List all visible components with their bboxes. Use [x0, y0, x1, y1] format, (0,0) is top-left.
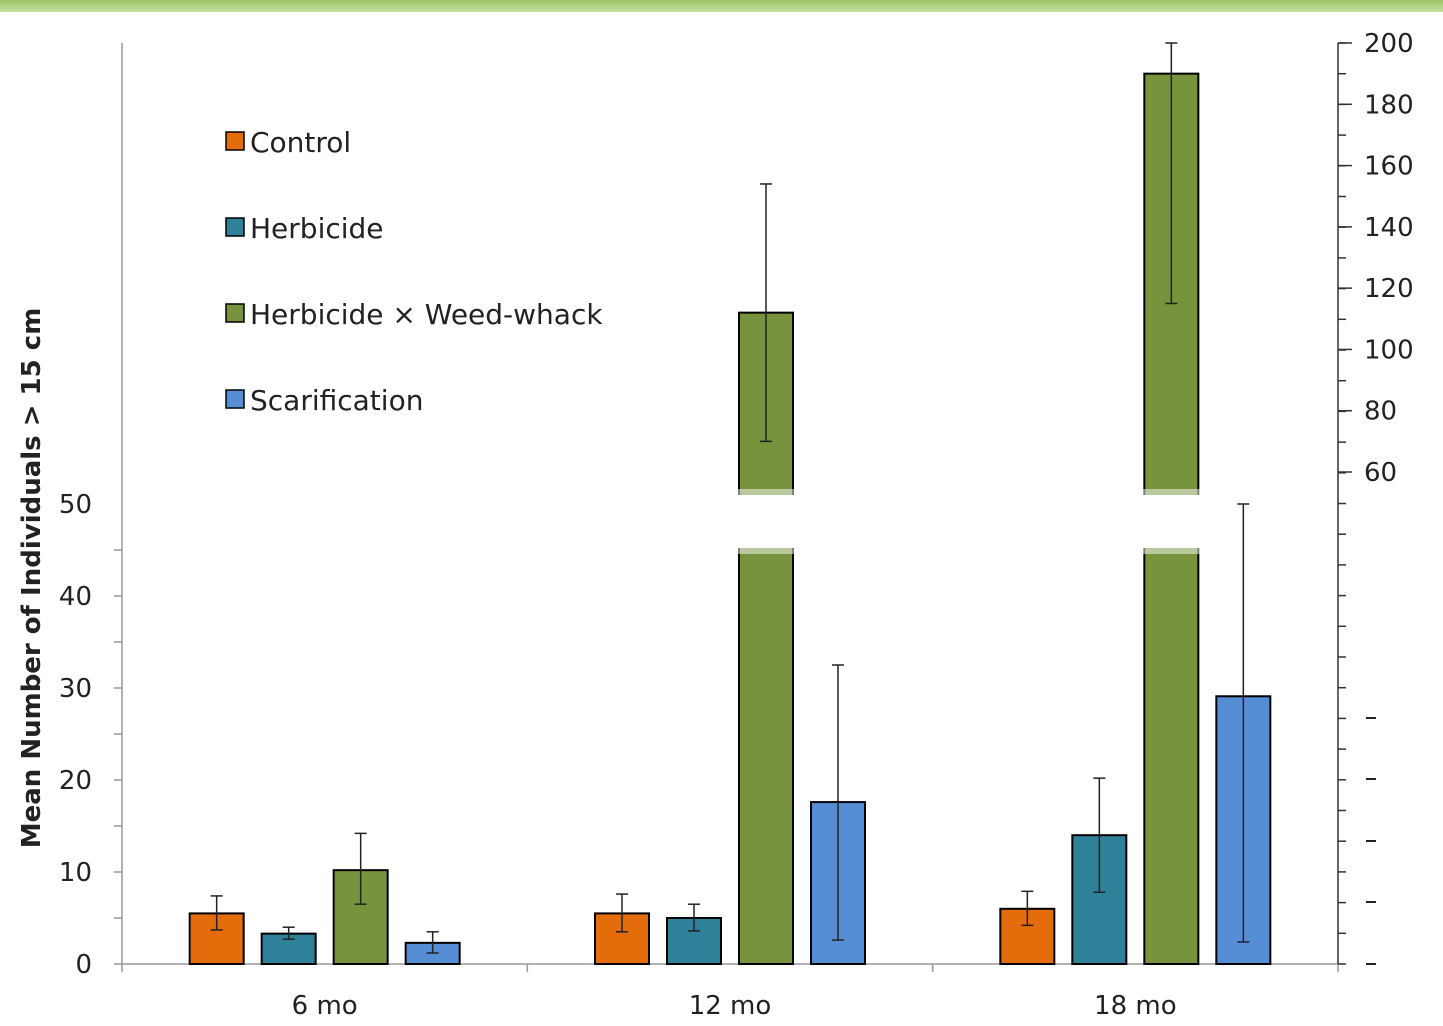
top-decorative-strip — [0, 0, 1443, 12]
axis-break-fade — [737, 548, 795, 554]
right-tick-label: 200 — [1364, 29, 1414, 59]
axis-break-fade — [1142, 548, 1201, 554]
legend-swatch — [225, 303, 245, 323]
right-tick-label: 60 — [1364, 458, 1397, 488]
x-tick-label: 12 mo — [689, 991, 772, 1021]
legend-swatch — [225, 389, 245, 409]
x-tick-label: 6 mo — [292, 991, 358, 1021]
legend-entry: Control — [250, 126, 351, 159]
axis-break-gap — [1142, 495, 1201, 548]
legend-entry: Herbicide × Weed-whack — [250, 298, 603, 331]
axes: 0 10 20 30 40 50 6 mo 12 mo 18 mo 60 80 100 120 140 16… — [59, 29, 1414, 1021]
axis-break-fade — [737, 489, 795, 495]
x-tick-label: 18 mo — [1094, 991, 1177, 1021]
left-tick-label: 10 — [59, 858, 92, 888]
legend: Control Herbicide Herbicide × Weed-whack Sc… — [225, 126, 603, 417]
legend-entry: Herbicide — [250, 212, 384, 245]
right-tick-label: 80 — [1364, 397, 1397, 427]
axis-break-fade — [1142, 489, 1201, 495]
y-axis-label: Mean Number of Individuals > 15 cm — [17, 308, 47, 849]
right-tick-label: 160 — [1364, 152, 1414, 182]
legend-entry: Scarification — [250, 384, 423, 417]
error-bars — [210, 42, 1250, 954]
left-tick-label: 20 — [59, 766, 92, 796]
bar — [999, 907, 1056, 965]
left-tick-label: 30 — [59, 674, 92, 704]
left-tick-label: 50 — [59, 490, 92, 520]
right-tick-label: 120 — [1364, 274, 1414, 304]
right-tick-label: 180 — [1364, 90, 1414, 120]
axis-break-gap — [737, 495, 795, 548]
right-tick-label: 140 — [1364, 213, 1414, 243]
bars — [188, 72, 1272, 966]
left-tick-label: 40 — [59, 582, 92, 612]
legend-swatch — [225, 131, 245, 151]
left-tick-label: 0 — [75, 950, 92, 980]
right-tick-label: 100 — [1364, 335, 1414, 365]
legend-swatch — [225, 217, 245, 237]
